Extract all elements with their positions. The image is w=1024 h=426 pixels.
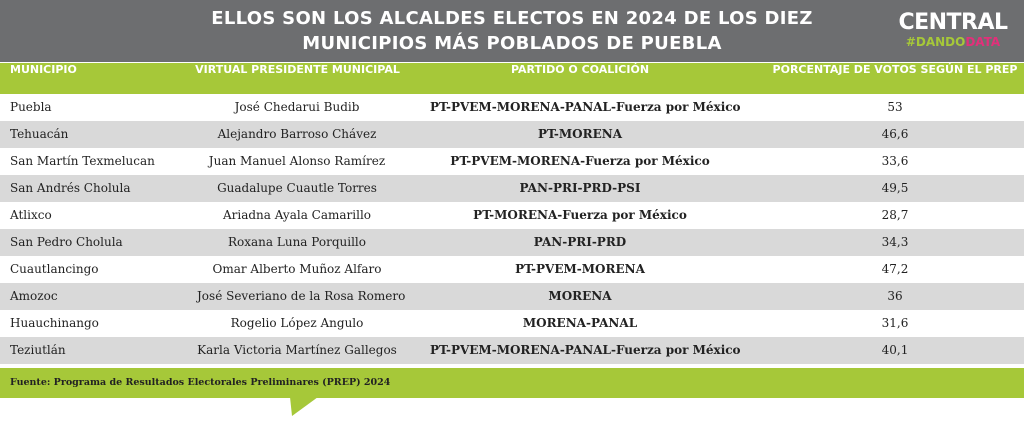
cell: Amozoc	[10, 289, 58, 303]
table-row: Puebla José Chedarui Budib PT-PVEM-MORENA-…	[0, 94, 1024, 121]
cell: Omar Alberto Muñoz Alfaro	[212, 262, 382, 276]
cell: San Pedro Cholula	[10, 235, 123, 249]
table-row: Teziutlán Karla Victoria Martínez Gallego…	[0, 337, 1024, 364]
footer: Fuente: Programa de Resultados Electoral…	[0, 368, 1024, 398]
tail	[290, 397, 318, 416]
table-row: Huauchinango Rogelio López Angulo MORENA-P…	[0, 310, 1024, 337]
cell: San Martín Texmelucan	[10, 154, 155, 168]
cell: Roxana Luna Porquillo	[228, 235, 366, 249]
logo-tag-main: #DANDO	[905, 35, 966, 49]
column-header: VIRTUAL PRESIDENTE MUNICIPAL	[195, 63, 400, 76]
cell: 40,1	[881, 343, 909, 357]
source: Fuente: Programa de Resultados Electoral…	[10, 377, 391, 388]
cell: PT-PVEM-MORENA-Fuerza por México	[450, 154, 710, 168]
cell: 33,6	[881, 154, 909, 168]
column-header: PORCENTAJE DE VOTOS SEGÚN EL PREP	[772, 63, 1018, 76]
table-row: Cuautlancingo Omar Alberto Muñoz Alfaro PT…	[0, 256, 1024, 283]
logo: CENTRAL #DANDODATA	[893, 10, 1013, 49]
cell: Juan Manuel Alonso Ramírez	[208, 154, 386, 168]
cell: 34,3	[881, 235, 909, 249]
cell: 49,5	[881, 181, 909, 195]
column-header: MUNICIPIO	[10, 63, 77, 76]
table-row: Amozoc José Severiano de la Rosa Romero MO…	[0, 283, 1024, 310]
cell: PT-MORENA-Fuerza por México	[473, 208, 687, 222]
table-row: Atlixco Ariadna Ayala Camarillo PT-MORENA-…	[0, 202, 1024, 229]
cell: 31,6	[881, 316, 909, 330]
cell: San Andrés Cholula	[10, 181, 131, 195]
cell: José Chedarui Budib	[234, 100, 360, 114]
table-header: MUNICIPIO VIRTUAL PRESIDENTE MUNICIPAL PAR…	[0, 63, 1024, 94]
table-row: San Pedro Cholula Roxana Luna Porquillo PA…	[0, 229, 1024, 256]
cell: Karla Victoria Martínez Gallegos	[197, 343, 397, 357]
cell: Puebla	[10, 100, 52, 114]
cell: Cuautlancingo	[10, 262, 99, 276]
cell: Ariadna Ayala Camarillo	[222, 208, 372, 222]
cell: Guadalupe Cuautle Torres	[217, 181, 377, 195]
cell: Teziutlán	[10, 343, 66, 357]
cell: PAN-PRI-PRD	[533, 235, 627, 249]
title-band: ELLOS SON LOS ALCALDES ELECTOS EN 2024 D…	[0, 0, 1024, 62]
cell: PT-PVEM-MORENA-PANAL-Fuerza por México	[430, 100, 741, 114]
cell: PT-PVEM-MORENA	[515, 262, 645, 276]
cell: Rogelio López Angulo	[230, 316, 364, 330]
cell: PT-MORENA	[537, 127, 623, 141]
cell: Atlixco	[10, 208, 52, 222]
cell: 46,6	[881, 127, 909, 141]
logo-name: CENTRAL	[898, 10, 1008, 35]
logo-tag-accent: DATA	[965, 35, 1001, 49]
cell: MORENA	[548, 289, 612, 303]
column-header: PARTIDO O COALICIÓN	[510, 63, 650, 76]
cell: 28,7	[881, 208, 909, 222]
cell: PT-PVEM-MORENA-PANAL-Fuerza por México	[430, 343, 741, 357]
cell: 47,2	[881, 262, 909, 276]
cell: 36	[887, 289, 903, 303]
cell: Alejandro Barroso Chávez	[217, 127, 377, 141]
cell: 53	[887, 100, 903, 114]
title-line: MUNICIPIOS MÁS POBLADOS DE PUEBLA	[302, 33, 722, 54]
cell: MORENA-PANAL	[522, 316, 638, 330]
cell: PAN-PRI-PRD-PSI	[519, 181, 641, 195]
cell: Huauchinango	[10, 316, 99, 330]
logo-tag: #DANDODATA	[893, 35, 1013, 49]
table-row: San Andrés Cholula Guadalupe Cuautle Torr…	[0, 175, 1024, 202]
table-row: Tehuacán Alejandro Barroso Chávez PT-MOREN…	[0, 121, 1024, 148]
title-line: ELLOS SON LOS ALCALDES ELECTOS EN 2024 D…	[211, 8, 813, 29]
cell: José Severiano de la Rosa Romero	[197, 289, 406, 303]
table-row: San Martín Texmelucan Juan Manuel Alonso …	[0, 148, 1024, 175]
cell: Tehuacán	[10, 127, 69, 141]
